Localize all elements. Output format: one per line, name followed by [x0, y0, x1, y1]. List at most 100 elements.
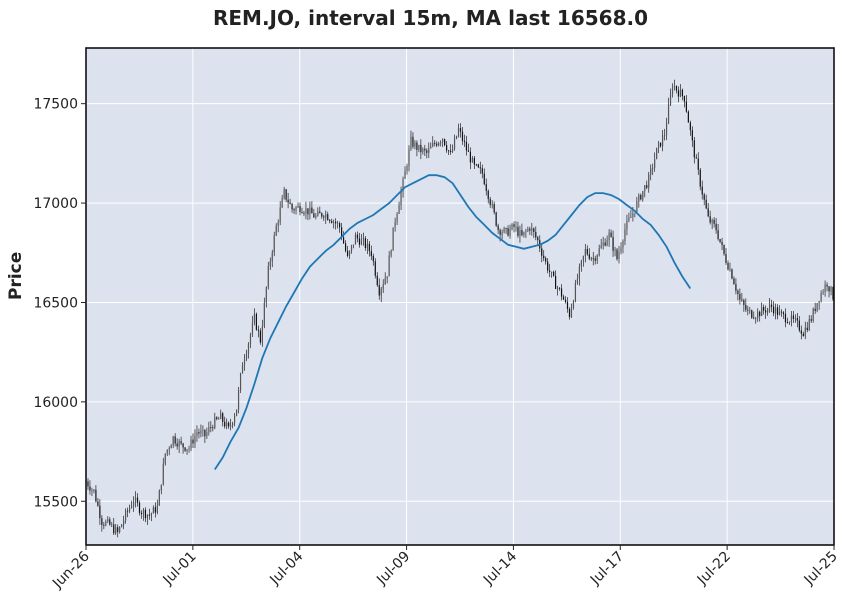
candle-body	[117, 527, 119, 533]
candle-body	[511, 224, 513, 230]
candle-body	[398, 205, 400, 214]
candle-body	[277, 222, 279, 226]
candle-body	[588, 254, 590, 259]
candle-body	[610, 232, 612, 238]
candle-body	[594, 258, 596, 261]
candle-body	[285, 189, 287, 200]
candle-body	[709, 216, 711, 223]
x-tick-label: Jul-04	[266, 548, 306, 588]
candle-body	[434, 143, 436, 144]
candle-body	[759, 311, 761, 317]
candle-body	[291, 203, 293, 210]
candle-body	[346, 250, 349, 256]
candle-body	[150, 513, 152, 516]
candle-body	[562, 296, 565, 300]
candle-body	[350, 245, 353, 251]
x-axis-ticks: Jun-26 Jul-01 Jul-04 Jul-09 Jul-14 Jul-17 Jul-…	[49, 545, 841, 592]
candle-body	[265, 287, 267, 303]
candle-body	[162, 463, 164, 485]
candle-body	[638, 194, 640, 202]
candle-body	[121, 524, 123, 528]
candle-body	[493, 204, 495, 213]
candle-body	[362, 238, 365, 240]
candle-body	[673, 85, 676, 88]
candle-body	[428, 148, 430, 153]
candle-body	[477, 164, 479, 168]
candle-body	[691, 130, 693, 141]
candle-body	[501, 232, 503, 235]
candle-body	[152, 507, 154, 514]
candle-body	[808, 319, 810, 331]
candle-body	[770, 304, 773, 307]
candle-body	[166, 449, 168, 454]
candle-body	[325, 214, 327, 218]
candles	[85, 79, 834, 538]
candle-body	[523, 231, 525, 236]
candle-body	[788, 322, 791, 323]
candle-body	[382, 284, 384, 289]
candle-body	[333, 221, 335, 223]
candle-body	[646, 185, 648, 188]
candle-body	[578, 266, 580, 279]
candle-body	[757, 311, 759, 319]
candle-body	[279, 207, 281, 223]
candle-body	[806, 327, 808, 331]
candle-body	[467, 150, 470, 152]
candle-body	[412, 136, 414, 147]
candle-body	[509, 229, 511, 236]
candle-body	[471, 157, 473, 163]
candle-body	[259, 330, 261, 343]
candle-body	[622, 241, 624, 248]
candle-body	[551, 271, 553, 273]
candle-body	[616, 249, 618, 260]
candle-body	[693, 140, 695, 158]
candle-body	[755, 318, 757, 320]
candle-body	[239, 373, 242, 391]
candle-body	[671, 87, 674, 94]
candle-body	[570, 307, 573, 318]
candle-body	[618, 252, 620, 260]
candle-body	[564, 299, 567, 302]
candle-body	[335, 221, 337, 224]
candle-body	[665, 123, 668, 135]
candle-body	[99, 505, 101, 519]
candle-body	[446, 145, 448, 151]
candle-body	[769, 304, 771, 309]
candle-body	[226, 422, 228, 427]
candle-body	[701, 186, 703, 195]
candle-body	[105, 521, 107, 526]
candle-body	[566, 301, 569, 309]
candle-body	[269, 261, 271, 267]
candle-body	[321, 213, 323, 217]
candle-body	[549, 270, 551, 272]
candle-body	[830, 287, 832, 292]
candle-body	[113, 524, 115, 534]
y-tick-label: 17500	[33, 97, 78, 113]
candle-body	[154, 507, 156, 513]
candle-body	[677, 90, 680, 97]
candle-body	[620, 247, 622, 253]
candle-body	[249, 334, 252, 344]
candle-body	[348, 250, 351, 256]
candle-body	[289, 202, 291, 204]
candle-body	[527, 228, 529, 232]
candle-body	[497, 225, 499, 230]
candle-body	[695, 157, 697, 159]
candle-body	[739, 293, 741, 300]
candle-body	[745, 304, 747, 310]
candle-body	[426, 150, 428, 153]
candle-body	[790, 315, 792, 323]
candle-body	[128, 507, 131, 512]
candle-body	[596, 255, 598, 261]
candle-body	[410, 136, 412, 150]
candle-body	[180, 441, 182, 444]
candle-body	[814, 308, 816, 311]
candle-body	[626, 220, 628, 230]
candle-body	[109, 519, 111, 525]
candle-body	[232, 422, 234, 426]
candle-body	[234, 415, 236, 423]
candle-body	[725, 253, 727, 263]
candle-body	[212, 427, 214, 429]
candle-body	[568, 308, 571, 318]
candle-body	[255, 313, 258, 330]
